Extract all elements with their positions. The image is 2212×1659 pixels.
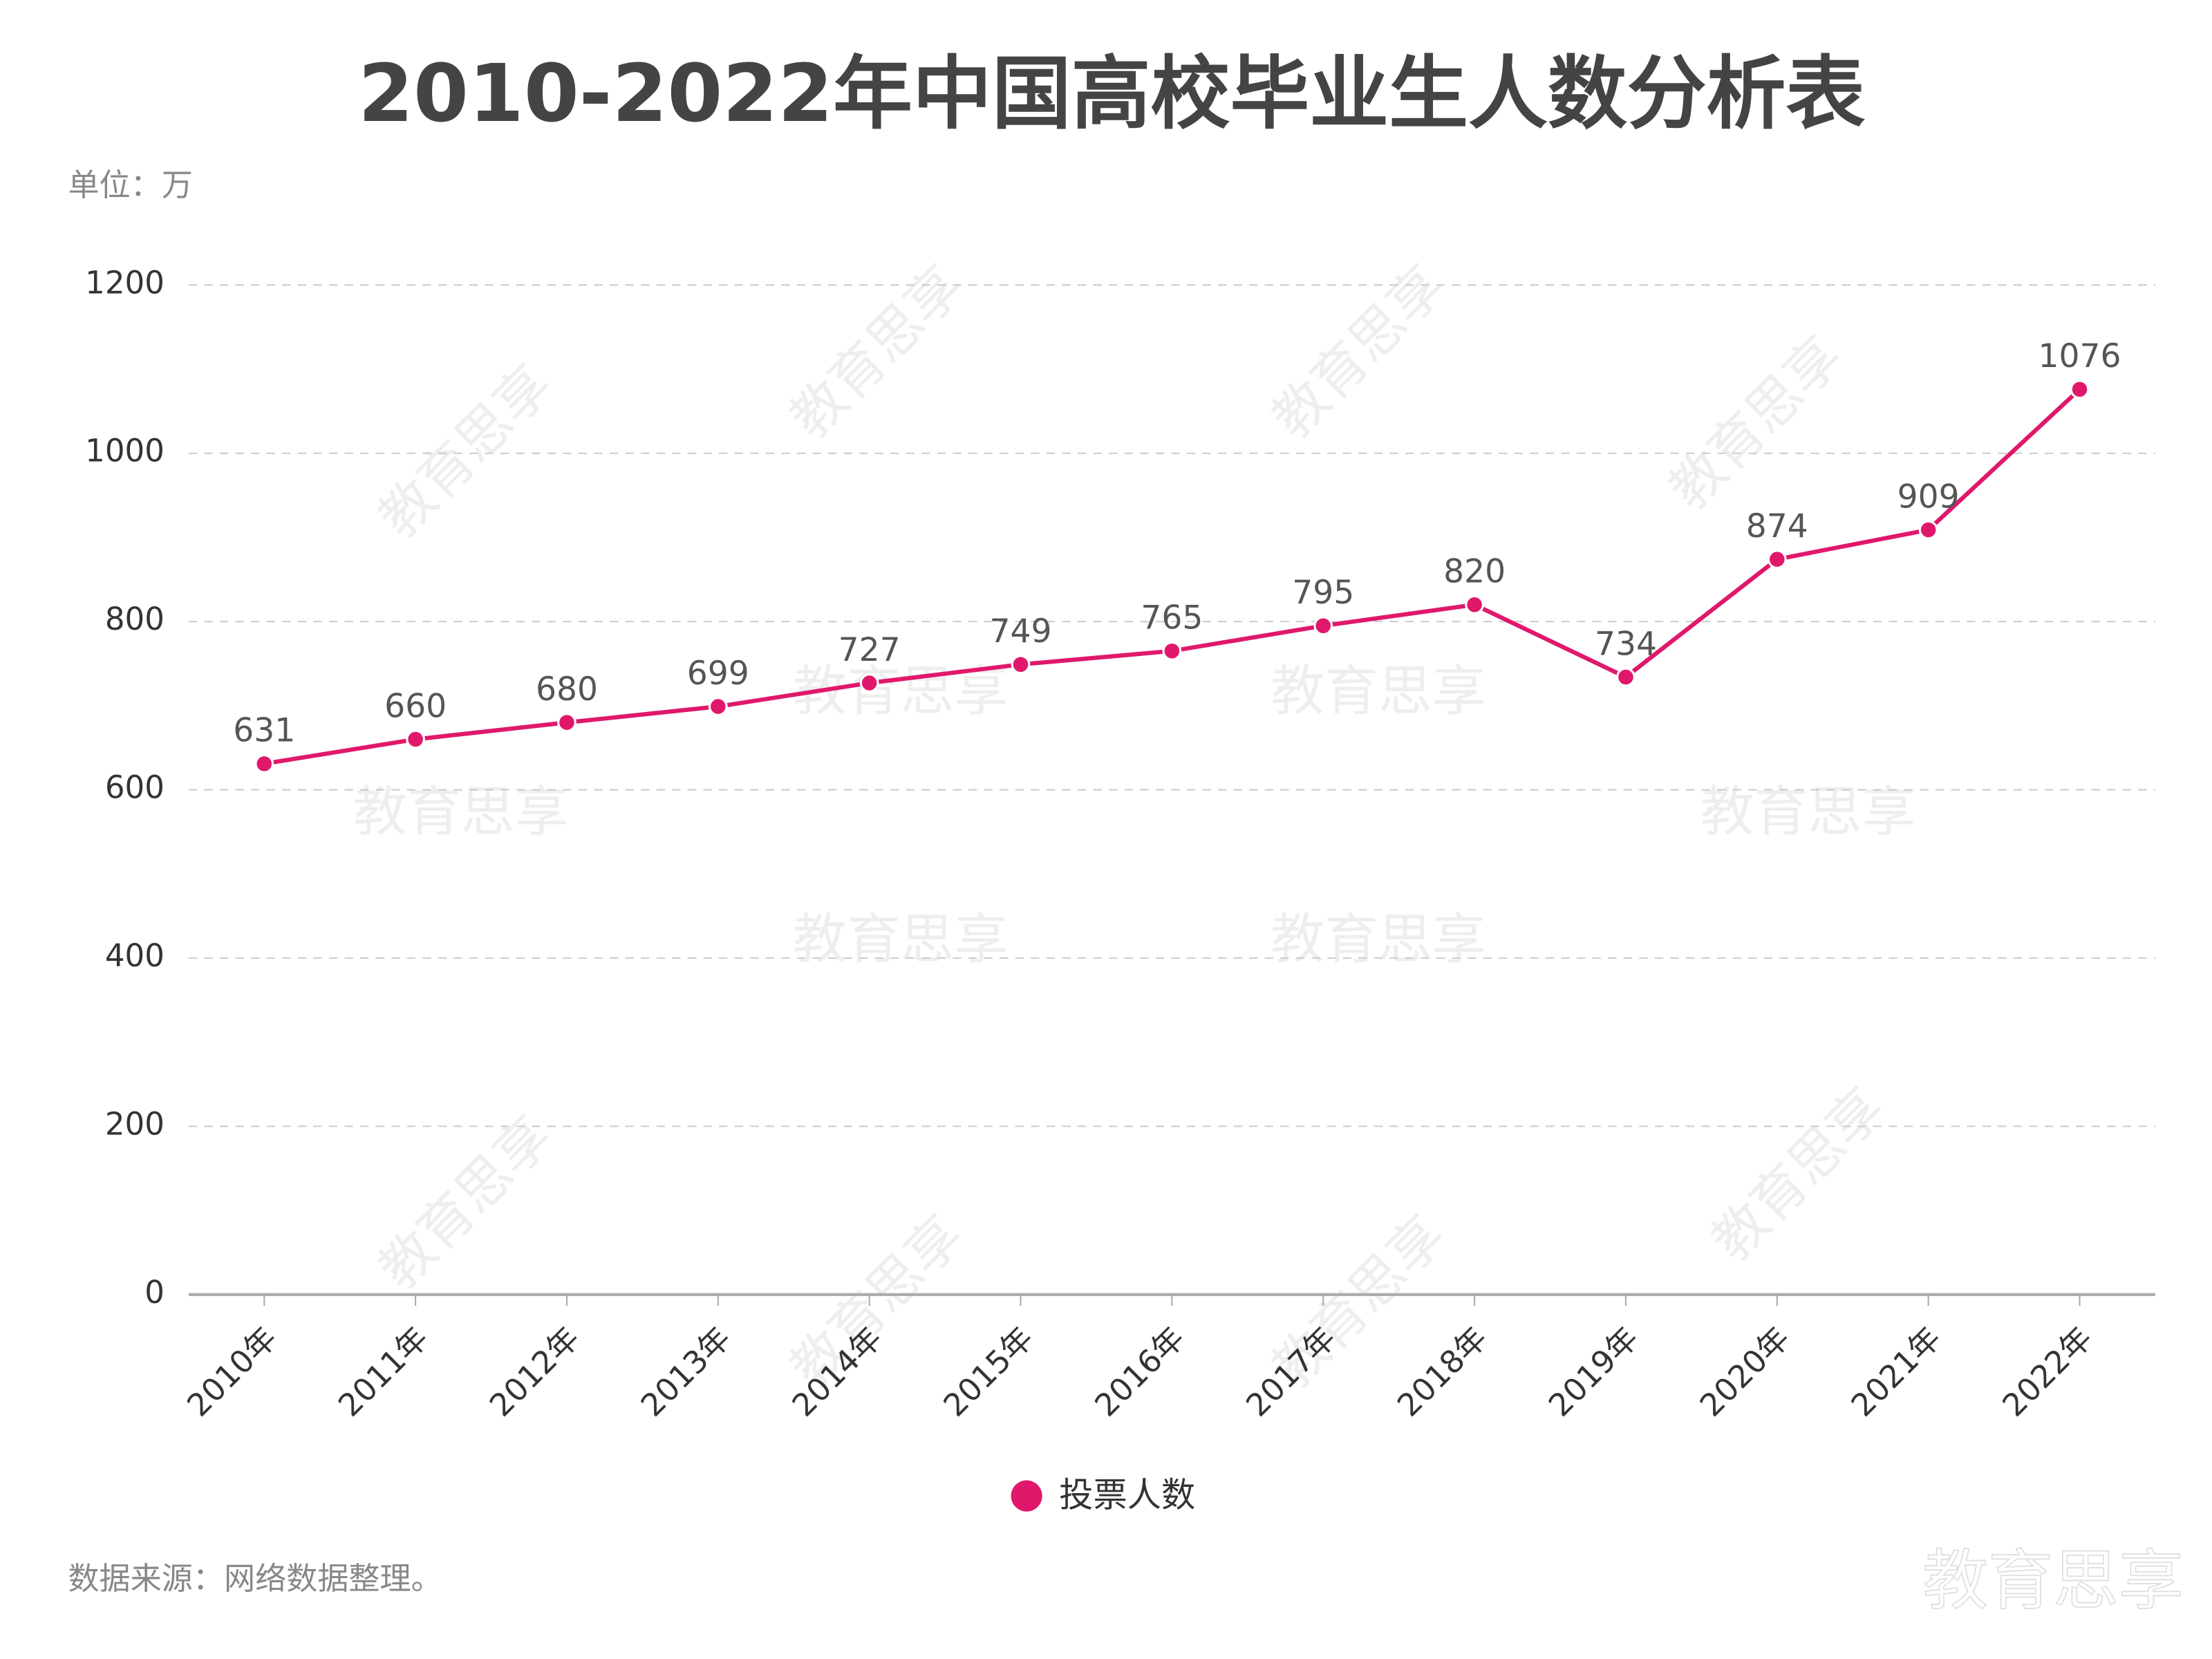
watermark: 教育思享 (368, 353, 564, 550)
watermark: 教育思享 (1261, 254, 1457, 451)
x-tick-label: 2013年 (634, 1320, 738, 1424)
data-point (2070, 379, 2090, 400)
legend-marker (1011, 1480, 1042, 1512)
y-tick-label: 200 (105, 1105, 165, 1142)
y-tick-label: 600 (105, 769, 165, 806)
watermark: 教育思享 (1923, 1543, 2184, 1619)
data-label: 874 (1746, 507, 1808, 545)
y-tick-label: 800 (105, 601, 165, 637)
data-label: 795 (1292, 574, 1354, 612)
data-point (1918, 520, 1938, 540)
data-point (1313, 616, 1333, 636)
data-label: 631 (233, 712, 295, 750)
watermark: 教育思享 (779, 254, 975, 451)
data-point (1011, 655, 1031, 675)
data-label: 749 (990, 612, 1052, 650)
data-point (1767, 550, 1787, 569)
watermark: 教育思享 (1658, 325, 1854, 521)
data-label: 734 (1595, 625, 1657, 663)
y-tick-label: 1200 (85, 264, 165, 301)
legend-label: 投票人数 (1059, 1475, 1195, 1515)
data-label: 1076 (2038, 337, 2121, 375)
data-point (1465, 594, 1484, 615)
data-point (557, 713, 577, 733)
x-tick-label: 2010年 (180, 1320, 284, 1424)
unit-label: 单位：万 (68, 167, 192, 203)
x-tick-label: 2020年 (1693, 1320, 1797, 1424)
x-tick-label: 2018年 (1390, 1320, 1494, 1424)
data-label: 660 (384, 687, 447, 725)
x-tick-label: 2015年 (937, 1320, 1041, 1424)
x-tick-label: 2012年 (482, 1320, 587, 1424)
x-tick-label: 2022年 (1996, 1320, 2100, 1424)
x-tick-label: 2011年 (331, 1320, 435, 1424)
watermark: 教育思享 (779, 1204, 975, 1400)
data-point (1616, 667, 1635, 687)
watermark: 教育思享 (368, 1105, 564, 1301)
x-tick-label: 2019年 (1541, 1320, 1646, 1424)
watermark: 教育思享 (1700, 1076, 1897, 1273)
y-tick-label: 0 (144, 1274, 165, 1311)
chart-title: 2010-2022年中国高校毕业生人数分析表 (358, 48, 1865, 140)
y-tick-label: 400 (105, 937, 165, 974)
data-point (859, 673, 879, 693)
data-label: 765 (1141, 599, 1203, 637)
data-label: 727 (838, 631, 901, 669)
watermark: 教育思享 (1271, 909, 1486, 971)
source-note: 数据来源：网络数据整理。 (68, 1560, 442, 1597)
data-label: 680 (536, 671, 598, 709)
watermark: 教育思享 (353, 781, 569, 843)
watermark: 教育思享 (1271, 661, 1486, 723)
x-tick-label: 2016年 (1087, 1320, 1192, 1424)
data-point (254, 753, 274, 774)
watermark: 教育思享 (1700, 781, 1916, 843)
watermark: 教育思享 (793, 909, 1009, 971)
data-point (708, 697, 728, 716)
x-tick-label: 2021年 (1844, 1320, 1949, 1424)
data-point (406, 729, 425, 749)
data-label: 909 (1897, 478, 1960, 516)
y-tick-label: 1000 (85, 433, 165, 469)
data-label: 699 (687, 655, 749, 693)
data-point (1162, 641, 1182, 661)
data-label: 820 (1443, 553, 1506, 591)
